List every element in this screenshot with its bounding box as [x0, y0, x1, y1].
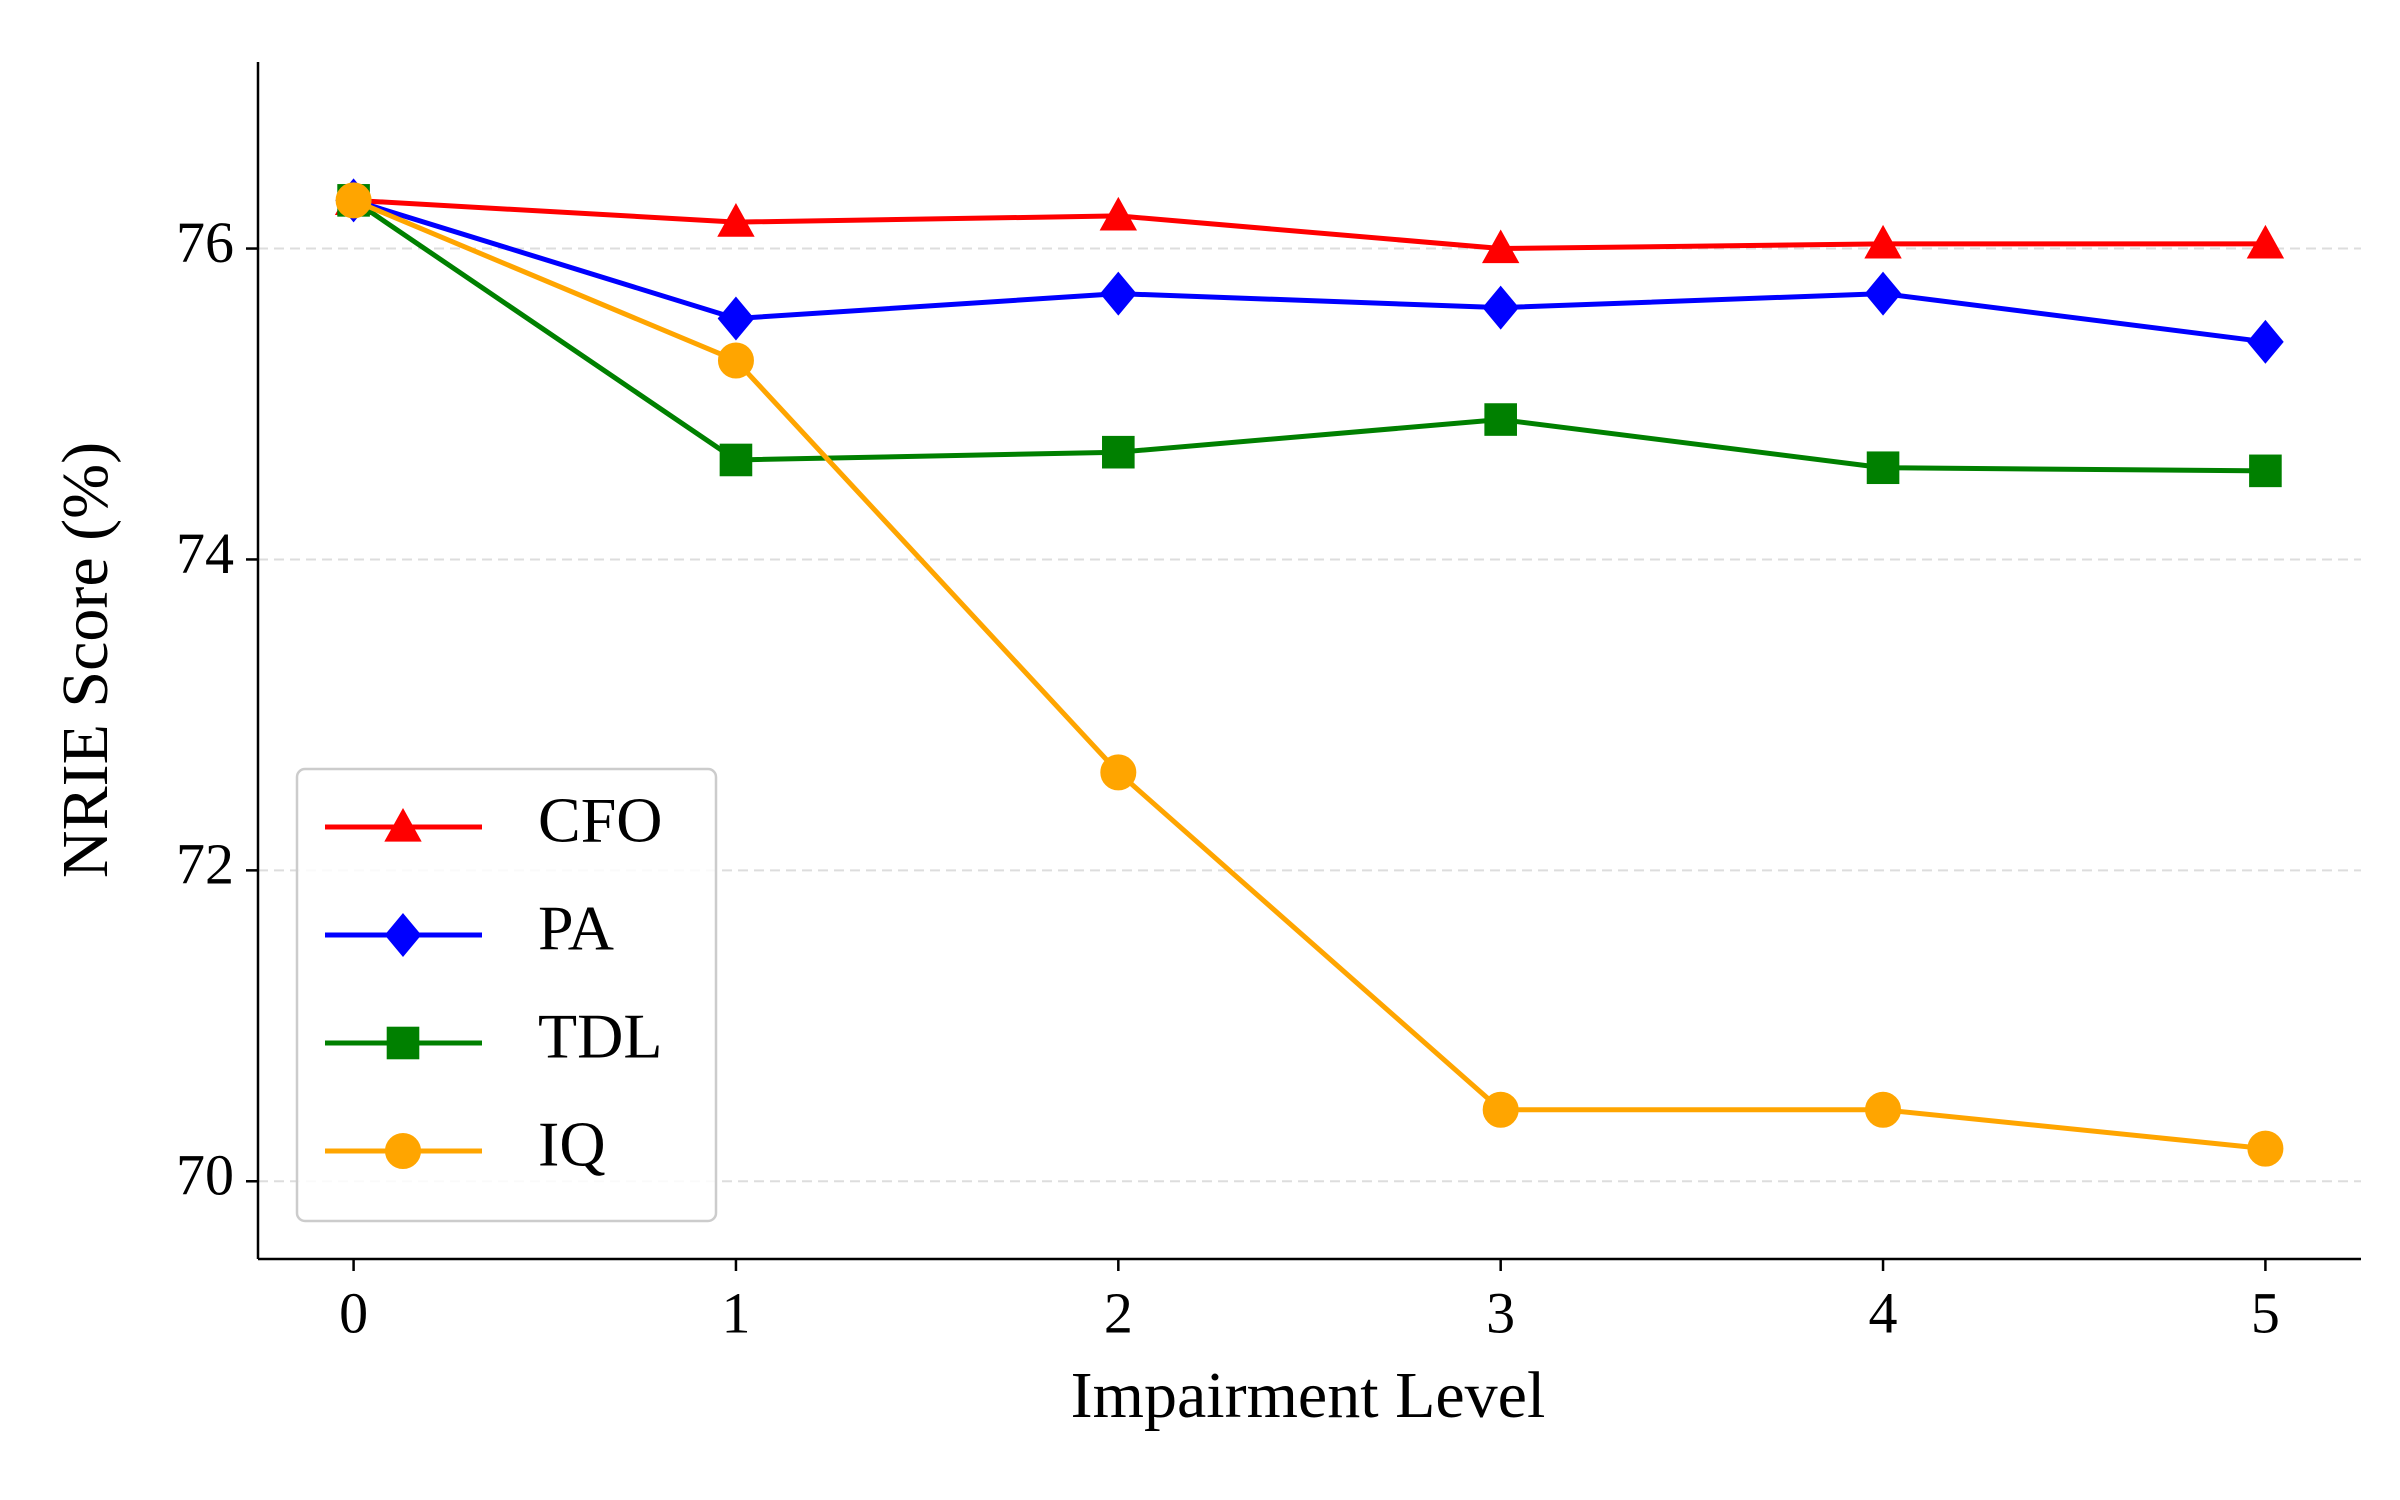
marker	[717, 203, 755, 237]
marker	[1864, 224, 1902, 259]
series-line	[352, 198, 2266, 1152]
marker	[386, 1026, 420, 1060]
marker	[2247, 319, 2284, 364]
marker	[384, 913, 422, 957]
x-tick-label: 1	[721, 1280, 750, 1345]
y-axis-label: NRIE Score (%)	[49, 442, 122, 878]
marker	[2247, 1130, 2284, 1167]
y-tick-label: 76	[176, 210, 234, 275]
legend-label: PA	[538, 893, 614, 964]
marker	[719, 443, 753, 477]
series-line	[352, 198, 2266, 474]
x-tick-label: 4	[1869, 1280, 1898, 1345]
y-tick-label: 74	[176, 521, 234, 586]
marker	[1100, 754, 1137, 791]
marker	[335, 182, 372, 219]
marker	[1482, 285, 1519, 330]
marker	[1099, 196, 1138, 231]
legend-label: TDL	[538, 1001, 662, 1072]
x-tick-label: 5	[2251, 1280, 2280, 1345]
x-tick-label: 2	[1104, 1280, 1133, 1345]
marker	[1866, 451, 1900, 485]
legend-label: IQ	[538, 1109, 606, 1180]
marker	[1864, 271, 1902, 316]
y-tick-label: 70	[176, 1143, 234, 1208]
x-tick-label: 0	[339, 1280, 368, 1345]
marker	[2246, 224, 2285, 259]
marker	[385, 1133, 421, 1169]
legend-box	[295, 767, 718, 1223]
x-tick-label: 3	[1486, 1280, 1515, 1345]
marker	[1481, 229, 1520, 264]
marker	[717, 296, 755, 341]
marker	[1484, 403, 1517, 436]
series-line	[352, 197, 2266, 345]
marker	[384, 807, 422, 842]
marker	[2249, 454, 2282, 488]
marker	[1865, 1091, 1902, 1128]
marker	[1100, 271, 1137, 316]
x-axis-label: Impairment Level	[1071, 1359, 1546, 1432]
series-line	[353, 197, 2266, 252]
legend-label: CFO	[538, 785, 663, 856]
marker	[1482, 1091, 1519, 1128]
marker	[1102, 435, 1135, 469]
marker	[717, 342, 754, 379]
y-tick-label: 72	[176, 832, 234, 897]
